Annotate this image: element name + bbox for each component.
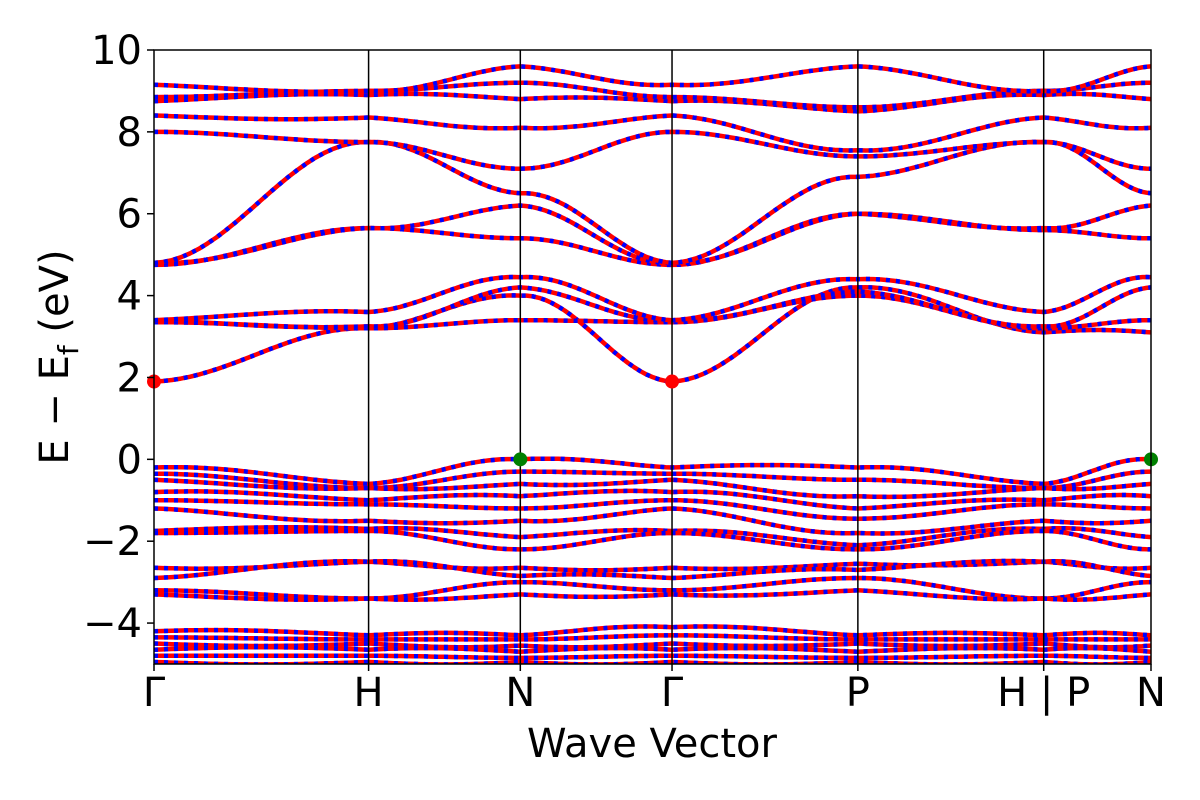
y-axis-label-subscript: f bbox=[52, 344, 85, 355]
x-tick-label: Γ bbox=[661, 670, 684, 716]
x-tick-label: P bbox=[846, 670, 870, 716]
band-line-spin-up bbox=[154, 285, 1151, 384]
band-lines bbox=[154, 64, 1151, 664]
y-axis-label-main: E − E bbox=[32, 355, 78, 465]
band-edge-markers bbox=[147, 374, 1158, 467]
y-tick-label: 10 bbox=[91, 28, 142, 74]
x-tick-label: H bbox=[354, 670, 384, 716]
band-line-spin-up bbox=[154, 653, 1151, 661]
cbm-marker bbox=[665, 374, 680, 389]
y-tick-label: −4 bbox=[83, 601, 142, 647]
x-tick-label: N bbox=[1136, 670, 1166, 716]
vbm-marker bbox=[513, 452, 528, 467]
y-tick-label: 8 bbox=[117, 110, 142, 156]
y-tick-label: 6 bbox=[117, 192, 142, 238]
y-tick-label: 0 bbox=[117, 437, 142, 483]
y-axis-ticks: −4 −2 0 2 4 6 8 10 bbox=[83, 28, 154, 647]
y-axis-label-unit: (eV) bbox=[32, 249, 78, 345]
y-tick-label: −2 bbox=[83, 519, 142, 565]
y-tick-label: 2 bbox=[117, 355, 142, 401]
band-line-spin-down bbox=[154, 285, 1151, 384]
x-tick-label: Γ bbox=[143, 670, 166, 716]
band-line-spin-down bbox=[154, 528, 1151, 552]
x-tick-label: H | P bbox=[997, 670, 1090, 716]
x-axis-label: Wave Vector bbox=[527, 721, 778, 767]
plot-frame bbox=[153, 49, 1152, 665]
x-axis-ticks: Γ H N Γ P H | P N bbox=[143, 664, 1166, 716]
band-line-spin-up bbox=[154, 64, 1151, 95]
band-line-spin-up bbox=[154, 644, 1151, 654]
high-symmetry-lines bbox=[367, 50, 1045, 664]
y-tick-label: 4 bbox=[117, 274, 142, 320]
x-tick-label: N bbox=[505, 670, 535, 716]
band-line-spin-up bbox=[154, 274, 1151, 323]
y-axis-label: E − Ef (eV) bbox=[32, 249, 85, 464]
band-line-spin-down bbox=[154, 139, 1151, 266]
band-line-spin-up bbox=[154, 139, 1151, 266]
